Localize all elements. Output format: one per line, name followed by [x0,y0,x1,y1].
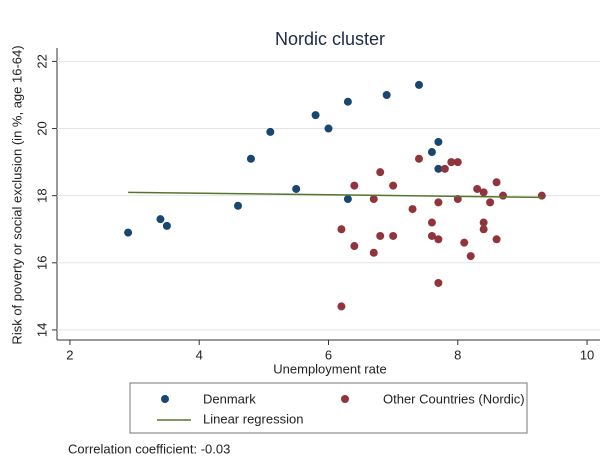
y-tick-label: 20 [34,121,49,135]
point [350,181,359,190]
point [499,191,508,200]
point [415,154,423,163]
annotation: Correlation coefficient: -0.03 [68,441,230,456]
point [447,158,456,167]
point [337,225,346,234]
point [266,127,275,136]
point [389,181,398,190]
point [369,248,378,257]
point [337,302,346,311]
point [382,90,391,99]
point [486,198,495,207]
point [453,158,462,167]
point [427,231,436,240]
legend-label: Other Countries (Nordic) [383,391,525,406]
point [162,221,171,230]
point [324,124,333,133]
x-tick-label: 10 [580,347,594,362]
point [246,154,255,163]
point [473,184,482,193]
point [460,238,469,247]
point [234,201,242,210]
y-axis-label: Risk of poverty or social exclusion (in … [9,45,24,344]
point [156,215,165,224]
point [376,168,385,177]
point [427,218,436,227]
point [434,235,443,244]
y-tick-label: 14 [34,323,49,337]
point [440,164,449,173]
x-tick-label: 2 [66,347,73,362]
x-tick-label: 8 [454,347,461,362]
point [415,80,423,89]
point [434,278,443,287]
point [434,164,443,173]
x-axis-label: Unemployment rate [273,361,386,376]
legend-marker [341,395,349,403]
point [479,225,488,234]
chart-title: Nordic cluster [275,29,385,49]
point [479,218,488,227]
legend-label: Linear regression [203,411,303,426]
point [343,195,352,204]
legend-label: Denmark [203,391,256,406]
y-tick-label: 16 [34,256,49,270]
point [427,148,436,157]
point [292,184,301,193]
point [311,111,320,120]
y-tick-label: 22 [34,54,49,68]
legend-marker [161,395,169,403]
legend-box [129,382,528,434]
point [434,137,443,146]
point [369,195,378,204]
point [492,178,501,187]
point [479,188,488,197]
point [376,231,385,240]
point [434,198,443,207]
point [389,231,398,240]
point [124,228,133,237]
y-tick-label: 18 [34,188,49,202]
point [408,205,417,214]
x-tick-label: 4 [196,347,203,362]
point [466,252,475,261]
point [537,191,546,200]
point [350,242,359,251]
point [343,97,352,106]
point [492,235,501,244]
x-tick-label: 6 [325,347,332,362]
regression-line [128,191,542,199]
